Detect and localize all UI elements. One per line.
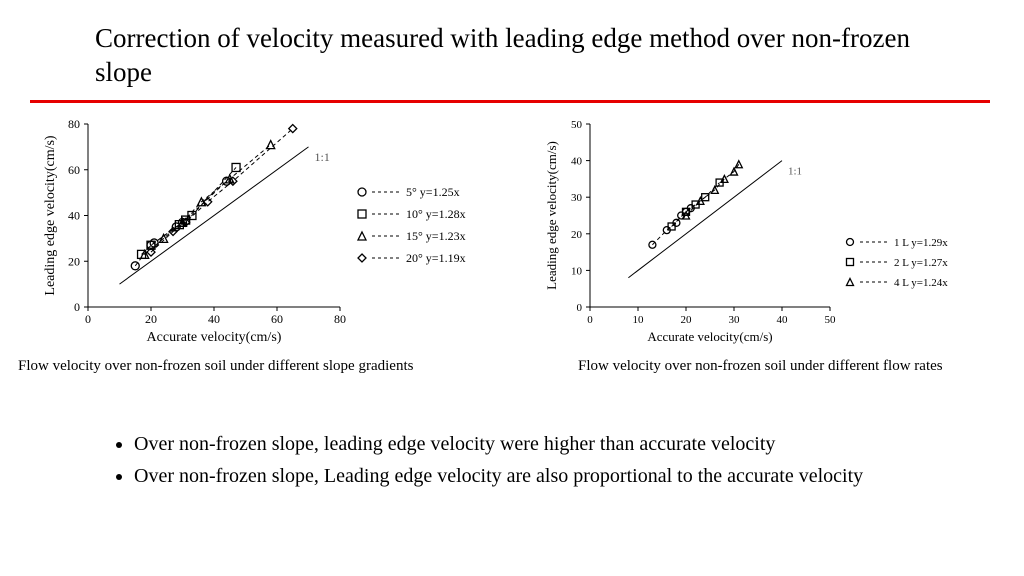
svg-text:60: 60 (68, 163, 80, 177)
svg-text:50: 50 (825, 314, 837, 326)
bullet-item: Over non-frozen slope, Leading edge velo… (134, 462, 940, 490)
svg-text:30: 30 (729, 314, 741, 326)
svg-text:0: 0 (85, 312, 91, 326)
svg-text:0: 0 (577, 302, 583, 314)
svg-text:40: 40 (571, 156, 583, 168)
chart-svg-left: 0 20 40 60 80 0 20 40 60 80 Accurate velocity(cm/s… (20, 112, 520, 352)
svg-text:40: 40 (208, 312, 220, 326)
svg-text:10: 10 (633, 314, 645, 326)
chart-slope-gradients: 0 20 40 60 80 0 20 40 60 80 Accurate velocity(cm/s… (20, 112, 520, 352)
svg-text:0: 0 (74, 300, 80, 314)
svg-text:1 L y=1.29x: 1 L y=1.29x (894, 237, 948, 249)
svg-text:80: 80 (334, 312, 346, 326)
svg-text:10° y=1.28x: 10° y=1.28x (406, 207, 466, 221)
svg-text:Leading edge velocity(cm/s): Leading edge velocity(cm/s) (544, 141, 559, 290)
svg-text:15° y=1.23x: 15° y=1.23x (406, 229, 466, 243)
svg-text:20: 20 (681, 314, 693, 326)
chart-flow-rates: 0 10 20 30 40 50 0 10 20 30 40 50 Accurate velocity(… (530, 112, 1004, 352)
svg-text:80: 80 (68, 117, 80, 131)
svg-text:Accurate velocity(cm/s): Accurate velocity(cm/s) (647, 329, 772, 344)
divider-rule (30, 100, 990, 103)
caption-left: Flow velocity over non-frozen soil under… (18, 358, 413, 375)
svg-text:60: 60 (271, 312, 283, 326)
svg-text:1:1: 1:1 (788, 166, 802, 178)
svg-text:Accurate velocity(cm/s): Accurate velocity(cm/s) (147, 330, 282, 345)
caption-right: Flow velocity over non-frozen soil under… (578, 358, 943, 375)
svg-text:20: 20 (68, 254, 80, 268)
svg-text:0: 0 (587, 314, 593, 326)
charts-row: 0 20 40 60 80 0 20 40 60 80 Accurate velocity(cm/s… (20, 112, 1004, 352)
svg-text:4 L y=1.24x: 4 L y=1.24x (894, 277, 948, 289)
svg-text:40: 40 (68, 209, 80, 223)
svg-text:20: 20 (145, 312, 157, 326)
bullet-item: Over non-frozen slope, leading edge velo… (134, 430, 940, 458)
chart-svg-right: 0 10 20 30 40 50 0 10 20 30 40 50 Accurate velocity(… (530, 112, 1004, 352)
svg-text:1:1: 1:1 (315, 150, 330, 164)
svg-text:40: 40 (777, 314, 789, 326)
bullet-list: Over non-frozen slope, leading edge velo… (110, 430, 940, 494)
slide: Correction of velocity measured with lea… (0, 0, 1024, 576)
svg-text:Leading edge velocity(cm/s): Leading edge velocity(cm/s) (43, 135, 58, 295)
svg-text:20: 20 (571, 229, 583, 241)
svg-text:30: 30 (571, 192, 583, 204)
slide-title: Correction of velocity measured with lea… (95, 22, 915, 90)
svg-text:50: 50 (571, 119, 583, 131)
svg-text:10: 10 (571, 265, 583, 277)
svg-text:2 L y=1.27x: 2 L y=1.27x (894, 257, 948, 269)
svg-text:20° y=1.19x: 20° y=1.19x (406, 251, 466, 265)
svg-text:5° y=1.25x: 5° y=1.25x (406, 185, 460, 199)
